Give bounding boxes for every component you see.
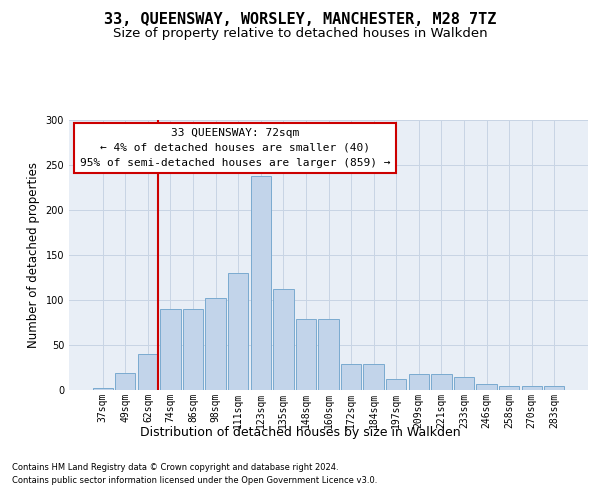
Bar <box>92 388 113 390</box>
Bar <box>228 273 248 390</box>
Bar <box>454 376 474 390</box>
Bar <box>544 386 565 390</box>
Text: 33 QUEENSWAY: 72sqm
← 4% of detached houses are smaller (40)
95% of semi-detache: 33 QUEENSWAY: 72sqm ← 4% of detached hou… <box>80 128 391 168</box>
Bar <box>499 386 519 390</box>
Bar <box>476 384 497 390</box>
Bar <box>431 374 452 390</box>
Bar <box>138 354 158 390</box>
Y-axis label: Number of detached properties: Number of detached properties <box>27 162 40 348</box>
Bar <box>273 289 293 390</box>
Bar <box>115 373 136 390</box>
Bar <box>386 379 406 390</box>
Bar <box>296 319 316 390</box>
Bar <box>251 176 271 390</box>
Bar <box>205 298 226 390</box>
Text: Distribution of detached houses by size in Walkden: Distribution of detached houses by size … <box>140 426 460 439</box>
Bar <box>183 309 203 390</box>
Text: 33, QUEENSWAY, WORSLEY, MANCHESTER, M28 7TZ: 33, QUEENSWAY, WORSLEY, MANCHESTER, M28 … <box>104 12 496 28</box>
Text: Size of property relative to detached houses in Walkden: Size of property relative to detached ho… <box>113 28 487 40</box>
Bar <box>364 364 384 390</box>
Text: Contains HM Land Registry data © Crown copyright and database right 2024.: Contains HM Land Registry data © Crown c… <box>12 464 338 472</box>
Bar <box>319 319 338 390</box>
Bar <box>341 364 361 390</box>
Bar <box>409 374 429 390</box>
Bar <box>521 386 542 390</box>
Text: Contains public sector information licensed under the Open Government Licence v3: Contains public sector information licen… <box>12 476 377 485</box>
Bar <box>160 309 181 390</box>
